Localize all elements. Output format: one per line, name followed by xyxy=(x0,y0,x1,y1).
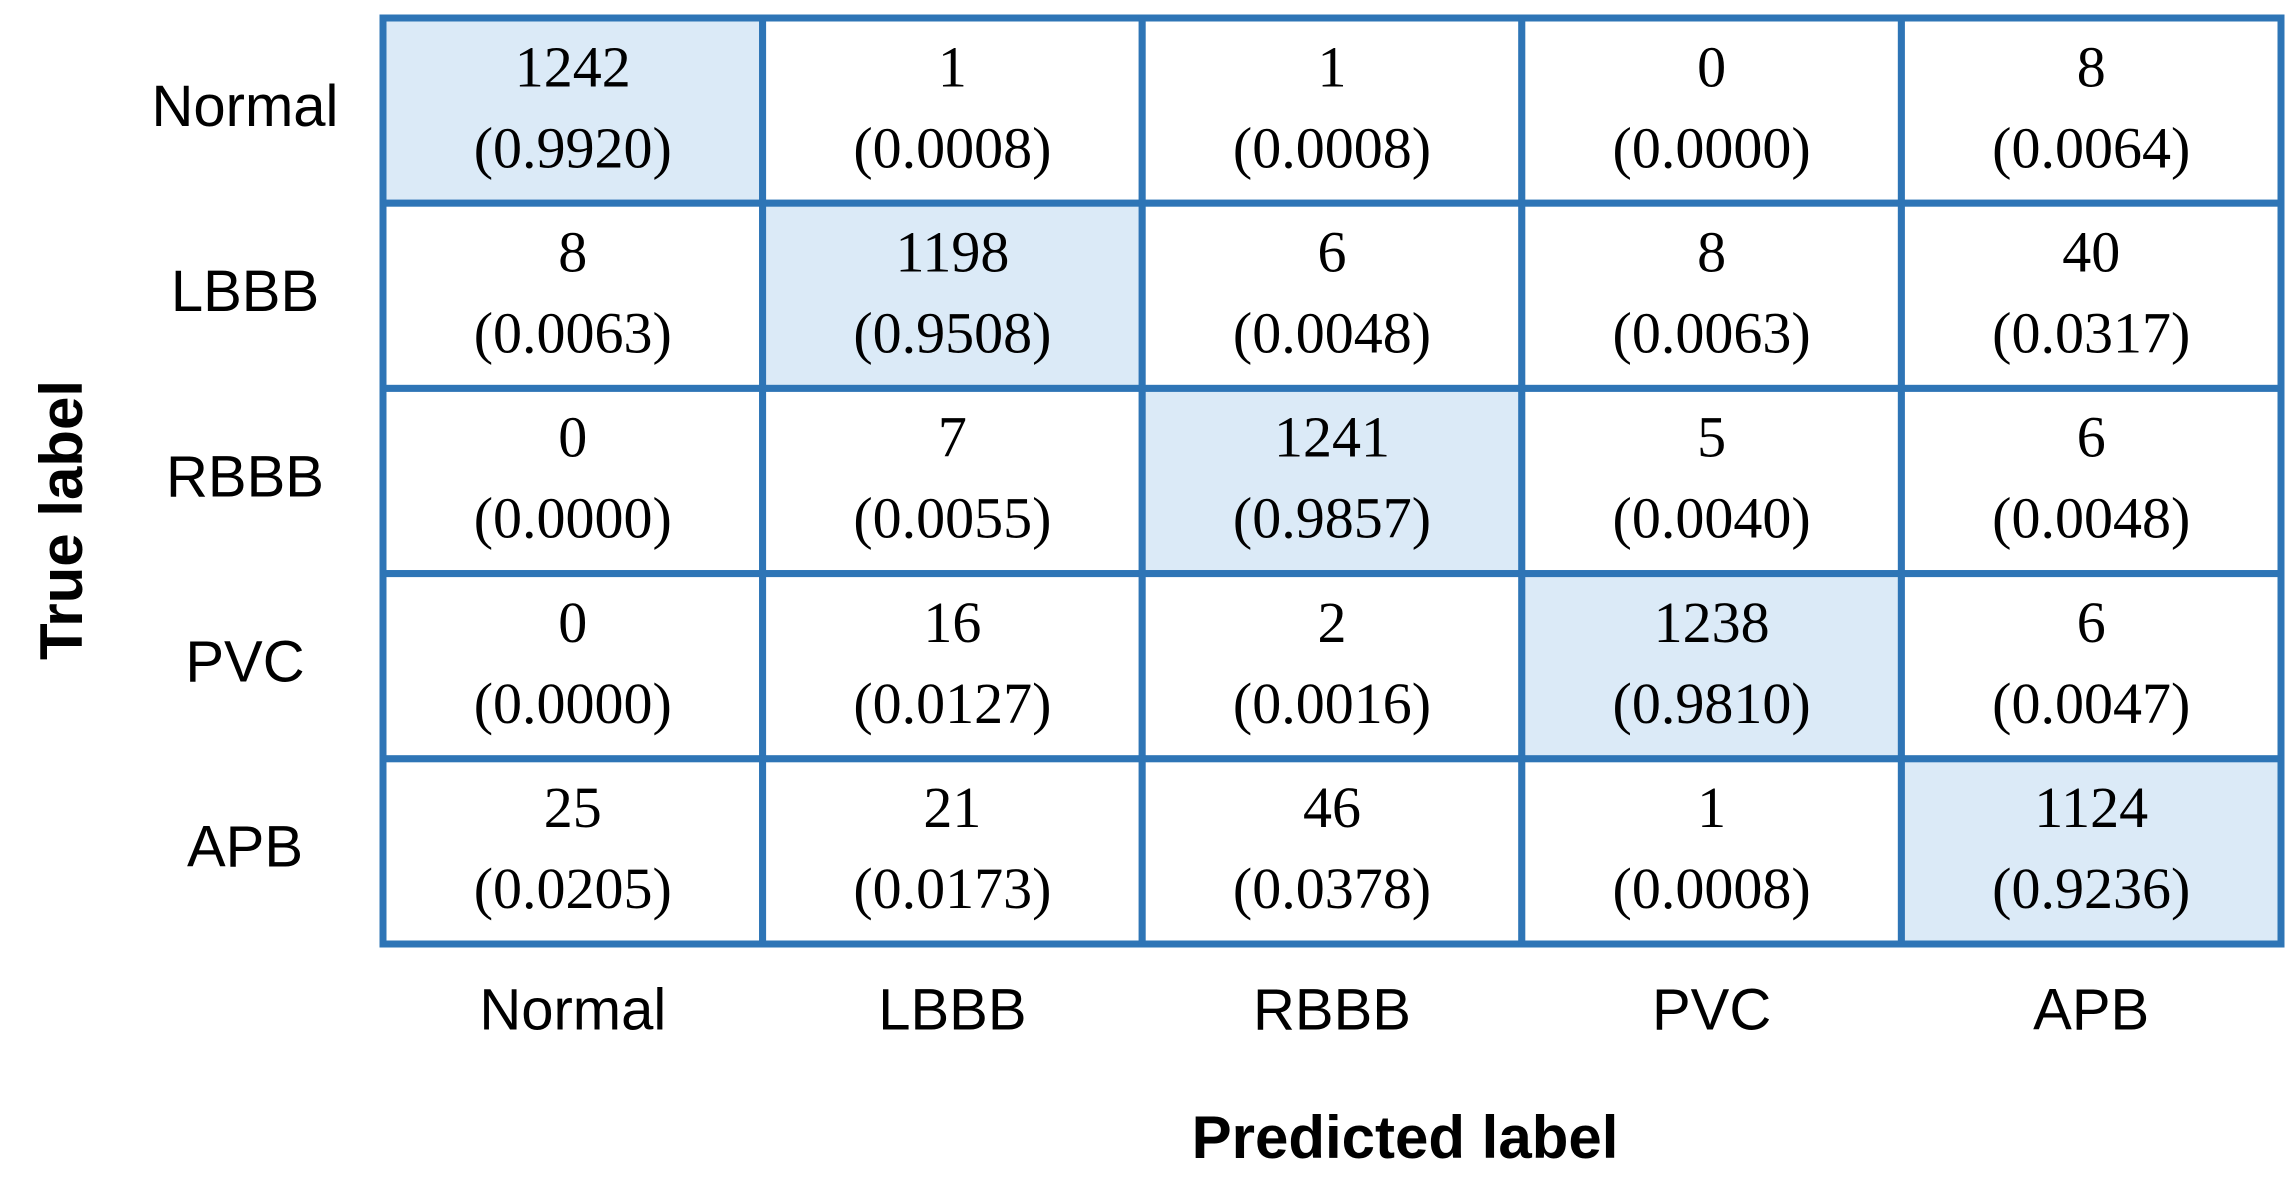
y-tick-label: RBBB xyxy=(166,444,324,509)
cell-proportion: (0.9508) xyxy=(853,301,1051,366)
y-axis-label: True label xyxy=(28,380,95,660)
cell-count: 1 xyxy=(1318,34,1347,99)
cell xyxy=(759,384,1146,578)
cell xyxy=(1518,384,1905,578)
cell-proportion: (0.0048) xyxy=(1992,486,2190,551)
cell xyxy=(759,755,1146,948)
cell-count: 1198 xyxy=(895,220,1009,285)
cell-count: 8 xyxy=(558,220,587,285)
cell-proportion: (0.0000) xyxy=(474,486,672,551)
x-tick-label: APB xyxy=(2033,977,2149,1042)
cell xyxy=(1897,199,2285,392)
cell-count: 25 xyxy=(544,775,602,840)
y-tick-label: Normal xyxy=(152,74,339,139)
cell-proportion: (0.9236) xyxy=(1992,856,2190,921)
x-axis-label: Predicted label xyxy=(1192,1104,1619,1171)
cell-count: 6 xyxy=(2077,590,2106,655)
cell xyxy=(1138,570,1526,763)
cell-proportion: (0.0173) xyxy=(853,856,1051,921)
cell-count: 1124 xyxy=(2034,775,2148,840)
cell xyxy=(1518,570,1905,763)
cell-proportion: (0.0127) xyxy=(853,671,1051,736)
cell-count: 5 xyxy=(1697,405,1726,470)
cell xyxy=(1138,755,1526,948)
cell-count: 0 xyxy=(558,405,587,470)
cell-count: 1 xyxy=(938,34,967,99)
x-tick-label: LBBB xyxy=(878,977,1026,1042)
cell-proportion: (0.9857) xyxy=(1233,486,1431,551)
cell-proportion: (0.0317) xyxy=(1992,301,2190,366)
cell xyxy=(1897,570,2285,763)
cell-proportion: (0.0048) xyxy=(1233,301,1431,366)
cell-count: 40 xyxy=(2062,220,2120,285)
cell-count: 1241 xyxy=(1274,405,1390,470)
cell-count: 1 xyxy=(1697,775,1726,840)
cell-proportion: (0.0040) xyxy=(1613,486,1811,551)
cell-proportion: (0.0064) xyxy=(1992,115,2190,180)
cell-count: 0 xyxy=(558,590,587,655)
y-tick-label: LBBB xyxy=(171,259,319,324)
cell-count: 6 xyxy=(1318,220,1347,285)
cell xyxy=(379,199,767,392)
cell-proportion: (0.0378) xyxy=(1233,856,1431,921)
cell-proportion: (0.0205) xyxy=(474,856,672,921)
cell-count: 2 xyxy=(1318,590,1347,655)
cell-count: 6 xyxy=(2077,405,2106,470)
cell xyxy=(379,755,767,948)
cell-count: 46 xyxy=(1303,775,1361,840)
x-tick-label: PVC xyxy=(1652,977,1771,1042)
cell-count: 7 xyxy=(938,405,967,470)
cell xyxy=(379,14,767,207)
cell-proportion: (0.0055) xyxy=(853,486,1051,551)
cell-proportion: (0.9810) xyxy=(1613,671,1811,736)
cell-proportion: (0.0000) xyxy=(1613,115,1811,180)
cell xyxy=(1138,199,1526,392)
cell-proportion: (0.0016) xyxy=(1233,671,1431,736)
cell-proportion: (0.0008) xyxy=(853,115,1051,180)
cell xyxy=(1897,755,2285,948)
cell-proportion: (0.0063) xyxy=(474,301,672,366)
cell-count: 1238 xyxy=(1654,590,1770,655)
cell-count: 0 xyxy=(1697,34,1726,99)
cell-proportion: (0.0047) xyxy=(1992,671,2190,736)
cell xyxy=(759,570,1146,763)
cell-count: 21 xyxy=(923,775,981,840)
cell-proportion: (0.0000) xyxy=(474,671,672,736)
cell-proportion: (0.0063) xyxy=(1613,301,1811,366)
cell-count: 8 xyxy=(2077,34,2106,99)
x-tick-label: RBBB xyxy=(1253,977,1411,1042)
x-tick-label: Normal xyxy=(479,977,666,1042)
cell xyxy=(759,14,1146,207)
cell-count: 8 xyxy=(1697,220,1726,285)
y-tick-label: APB xyxy=(187,815,303,880)
cell-count: 16 xyxy=(923,590,981,655)
cell-count: 1242 xyxy=(515,34,631,99)
cell-proportion: (0.0008) xyxy=(1233,115,1431,180)
cell xyxy=(379,570,767,763)
cell-proportion: (0.0008) xyxy=(1613,856,1811,921)
cell-proportion: (0.9920) xyxy=(474,115,672,180)
y-tick-label: PVC xyxy=(185,630,304,695)
